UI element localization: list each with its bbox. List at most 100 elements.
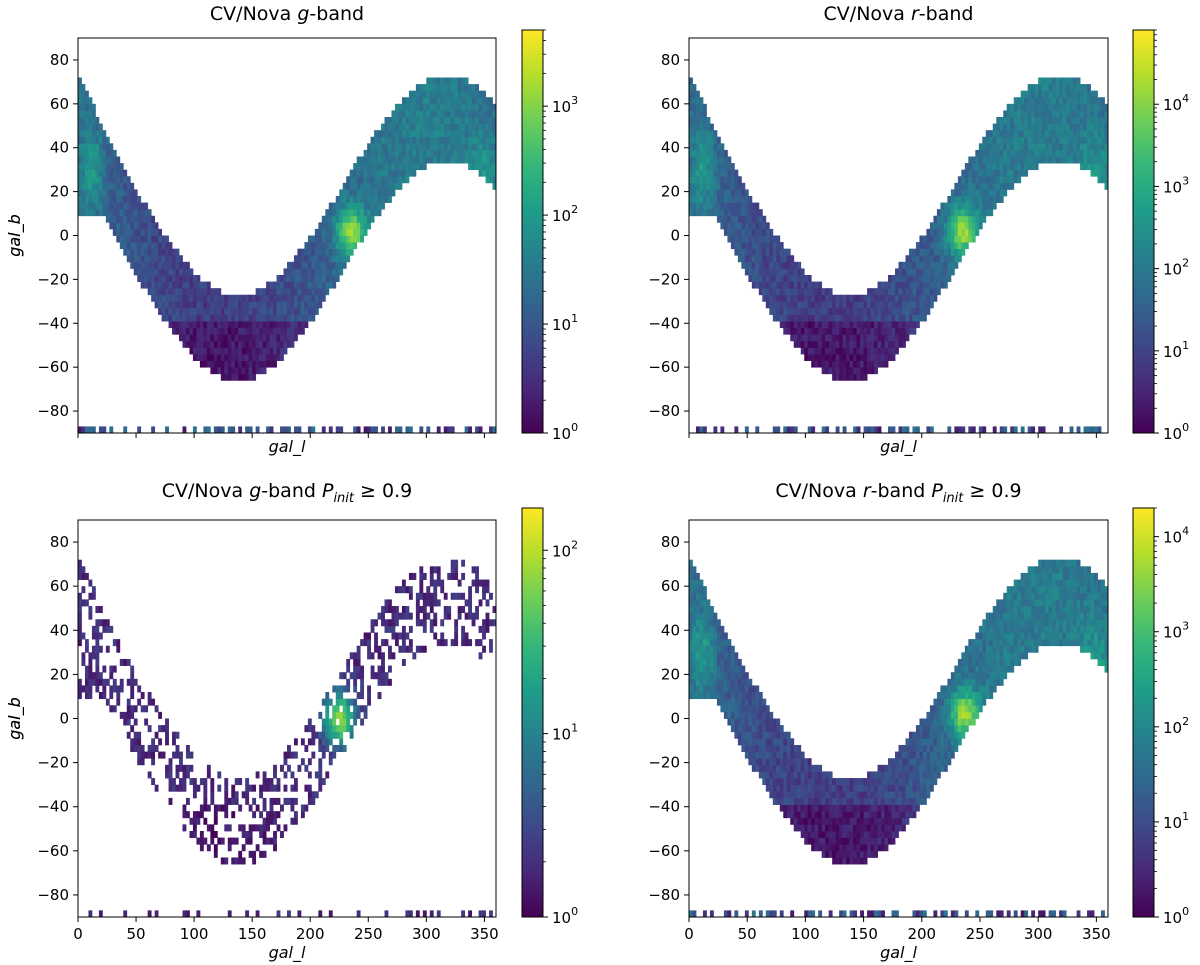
heatmap-cell xyxy=(895,294,899,302)
heatmap-cell xyxy=(370,149,375,157)
heatmap-cell xyxy=(485,123,490,131)
heatmap-cell xyxy=(828,340,833,348)
heatmap-cell xyxy=(450,639,455,647)
heatmap-cell xyxy=(744,255,749,263)
heatmap-cell xyxy=(318,248,323,256)
heatmap-cell xyxy=(405,103,410,111)
heatmap-cell xyxy=(772,235,777,243)
heatmap-cell xyxy=(793,784,798,792)
heatmap-cell xyxy=(720,189,725,197)
heatmap-cell xyxy=(213,334,218,342)
heatmap-cell xyxy=(765,771,770,779)
heatmap-cell xyxy=(443,136,448,144)
y-tick-label: −40 xyxy=(648,314,680,332)
heatmap-cell xyxy=(1069,110,1074,118)
heatmap-cell xyxy=(702,599,707,607)
heatmap-cell xyxy=(1055,97,1060,105)
heatmap-cell xyxy=(415,606,420,614)
heatmap-cell xyxy=(492,117,496,124)
heatmap-cell xyxy=(860,354,864,361)
heatmap-cell xyxy=(856,327,861,335)
heatmap-cell xyxy=(856,778,861,786)
heatmap-cell xyxy=(874,288,878,296)
heatmap-cell xyxy=(182,340,187,348)
heatmap-cell xyxy=(314,255,319,263)
heatmap-cell xyxy=(311,235,316,243)
heatmap-cell xyxy=(189,294,194,302)
heatmap-cell xyxy=(755,725,760,733)
heatmap-cell xyxy=(779,268,784,276)
heatmap-cell xyxy=(1031,163,1036,171)
heatmap-cell xyxy=(762,711,767,719)
heatmap-cell xyxy=(898,426,903,433)
heatmap-cell xyxy=(151,261,156,269)
heatmap-cell xyxy=(154,744,159,752)
heatmap-cell xyxy=(98,163,103,171)
heatmap-cell xyxy=(832,360,837,368)
heatmap-cell xyxy=(78,156,82,164)
heatmap-cell xyxy=(1003,143,1008,151)
heatmap-cell xyxy=(839,784,844,792)
heatmap-cell xyxy=(744,738,749,746)
heatmap-cell xyxy=(485,117,490,124)
heatmap-cell xyxy=(137,209,142,217)
heatmap-cell xyxy=(273,334,277,342)
heatmap-cell xyxy=(695,169,700,177)
heatmap-cell xyxy=(182,268,187,276)
heatmap-cell xyxy=(252,784,257,792)
heatmap-cell xyxy=(196,910,201,917)
heatmap-cell xyxy=(818,360,823,368)
heatmap-cell xyxy=(443,117,448,124)
heatmap-cell xyxy=(867,321,871,329)
heatmap-cell xyxy=(78,639,82,647)
heatmap-cell xyxy=(695,143,700,151)
heatmap-cell xyxy=(112,163,117,171)
heatmap-cell xyxy=(471,123,476,131)
heatmap-cell xyxy=(734,248,739,256)
heatmap-cell xyxy=(88,123,93,131)
heatmap-cell xyxy=(762,268,767,276)
heatmap-cell xyxy=(300,268,305,276)
heatmap-cell xyxy=(102,625,107,633)
heatmap-cell xyxy=(863,314,868,322)
heatmap-cell xyxy=(926,248,931,256)
heatmap-cell xyxy=(401,97,406,105)
heatmap-cell xyxy=(88,672,93,680)
heatmap-cell xyxy=(758,731,763,739)
heatmap-cell xyxy=(262,824,267,832)
heatmap-cell xyxy=(1013,176,1018,184)
heatmap-cell xyxy=(954,189,959,197)
heatmap-cell xyxy=(1048,123,1053,131)
heatmap-cell xyxy=(758,275,763,282)
heatmap-cell xyxy=(765,744,770,752)
heatmap-cell xyxy=(391,176,396,184)
heatmap-cell xyxy=(1066,136,1070,144)
heatmap-cell xyxy=(280,340,284,348)
heatmap-cell xyxy=(695,619,700,627)
heatmap-cell xyxy=(283,307,288,315)
heatmap-cell xyxy=(276,334,281,342)
heatmap-cell xyxy=(811,797,816,805)
heatmap-cell xyxy=(720,672,725,680)
heatmap-cell xyxy=(1090,110,1095,118)
heatmap-cell xyxy=(185,314,190,322)
heatmap-cell xyxy=(846,817,851,825)
heatmap-cell xyxy=(730,182,735,190)
heatmap-cell xyxy=(692,672,697,680)
heatmap-cell xyxy=(346,698,351,706)
heatmap-cell xyxy=(793,334,798,342)
heatmap-cell xyxy=(853,314,857,322)
heatmap-cell xyxy=(943,268,948,276)
heatmap-cell xyxy=(489,645,493,653)
heatmap-cell xyxy=(839,327,844,335)
heatmap-cell xyxy=(482,143,486,151)
heatmap-cell xyxy=(1055,130,1060,138)
heatmap-cell xyxy=(790,307,795,315)
heatmap-cell xyxy=(1013,103,1018,111)
heatmap-cell xyxy=(248,354,253,361)
heatmap-cell xyxy=(964,189,969,197)
heatmap-cell xyxy=(307,268,312,276)
heatmap-cell xyxy=(748,248,753,256)
heatmap-cell xyxy=(1104,163,1108,171)
heatmap-cell xyxy=(391,625,396,633)
